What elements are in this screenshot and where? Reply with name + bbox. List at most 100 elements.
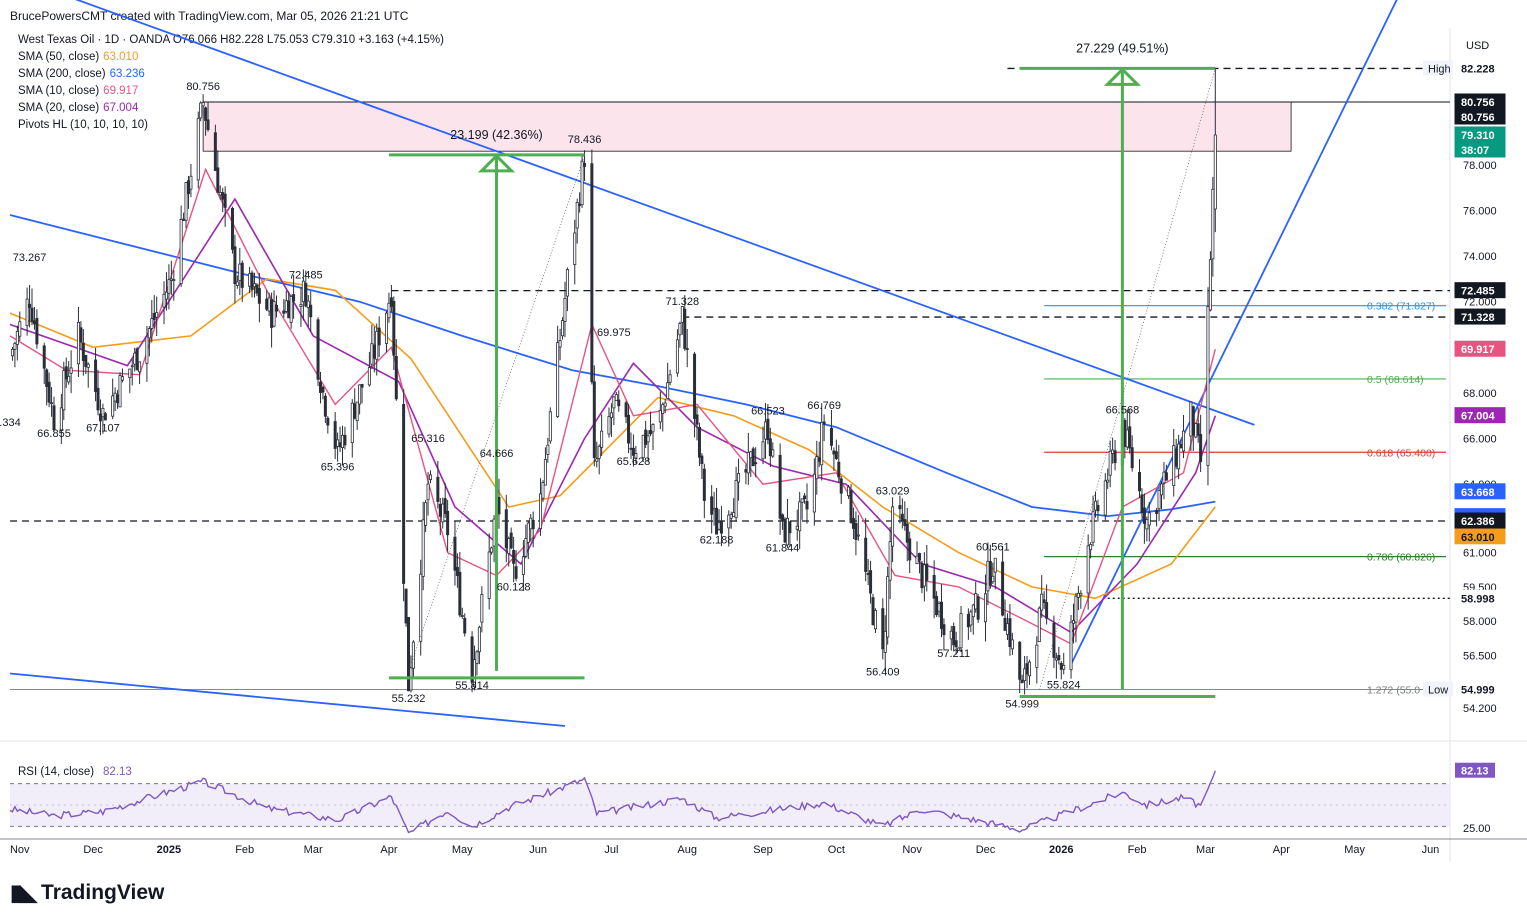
x-tick-8: Jul <box>604 844 618 856</box>
legend-sma10-value: 69.917 <box>103 85 139 97</box>
x-tick-11: Oct <box>828 844 845 856</box>
candle-down <box>458 571 462 616</box>
candle-up <box>370 343 374 365</box>
price-tag-label-9: 63.668 <box>1461 487 1495 499</box>
candle-down <box>233 246 237 285</box>
candle-down <box>1020 679 1024 684</box>
candle-up <box>169 278 173 281</box>
candle-up <box>1054 657 1058 661</box>
candle-up <box>69 367 73 374</box>
candle-up <box>1071 620 1075 624</box>
candle-down <box>186 180 190 195</box>
legend-pivots[interactable]: Pivots HL (10, 10, 10, 10) <box>18 119 148 131</box>
candle-down <box>954 640 958 648</box>
candle-up <box>13 343 17 350</box>
candle-down <box>436 476 440 502</box>
y-tick-11: 76.000 <box>1463 205 1497 217</box>
candle-down <box>30 307 34 322</box>
candle-up <box>118 375 122 408</box>
candle-down <box>394 355 398 400</box>
legend-sma200[interactable]: SMA (200, close) 63.236 <box>18 68 145 80</box>
candle-up <box>717 522 721 530</box>
candle-down <box>1142 507 1146 524</box>
pivot-label-7: 55.232 <box>392 693 426 705</box>
candle-up <box>248 273 252 287</box>
candle-down <box>1196 423 1200 436</box>
candle-down <box>360 383 364 388</box>
candle-down <box>230 207 234 250</box>
candle-up <box>1069 621 1073 671</box>
sma50-line <box>9 278 1216 600</box>
candle-down <box>509 532 513 549</box>
candle-up <box>1182 430 1186 452</box>
candle-down <box>343 434 347 446</box>
candle-up <box>477 626 481 653</box>
pivot-label-12: 78.436 <box>568 134 602 146</box>
legend-sma10[interactable]: SMA (10, close) 69.917 <box>18 85 138 97</box>
x-tick-12: Nov <box>902 844 922 856</box>
resistance-zone <box>202 101 1292 152</box>
candle-down <box>697 426 701 458</box>
candle-up <box>761 441 765 460</box>
candle-up <box>189 175 193 190</box>
tradingview-logo-icon: ▮◣ <box>10 880 37 905</box>
price-tag-label-8: 67.004 <box>1461 411 1496 423</box>
candle-down <box>1025 663 1029 675</box>
price-tag-6 <box>1454 308 1506 325</box>
rsi-axis-label: 25.00 <box>1463 823 1491 835</box>
candle-down <box>1174 448 1178 467</box>
x-tick-5: Apr <box>380 844 397 856</box>
candle-up <box>1194 423 1198 438</box>
tradingview-brand[interactable]: ▮◣ TradingView <box>10 880 164 906</box>
candle-up <box>1189 401 1193 437</box>
candle-up <box>561 320 565 337</box>
trendline-2 <box>1070 0 1398 665</box>
price-tag-label-13: 58.998 <box>1461 593 1495 605</box>
candle-up <box>609 412 613 419</box>
price-tag-note-14: Low <box>1428 685 1448 697</box>
candle-down <box>257 287 261 304</box>
candle-up <box>651 424 655 433</box>
candle-down <box>871 597 875 625</box>
legend-sma20-value: 67.004 <box>103 102 139 114</box>
candle-down <box>1123 419 1127 447</box>
legend-sma50[interactable]: SMA (50, close) 63.010 <box>18 51 138 63</box>
pivot-label-15: 71.328 <box>665 296 699 308</box>
x-tick-4: Mar <box>304 844 323 856</box>
pivot-label-21: 56.409 <box>866 666 900 678</box>
y-tick-2: 56.500 <box>1463 650 1497 662</box>
candle-down <box>578 203 582 206</box>
price-tag-5 <box>1454 282 1506 299</box>
candle-down <box>685 348 689 350</box>
candle-down <box>504 509 508 549</box>
x-tick-1: Dec <box>83 844 103 856</box>
candle-down <box>463 617 467 634</box>
pivot-label-3: 67.107 <box>86 422 120 434</box>
candle-up <box>1206 306 1210 466</box>
price-tag-label-4: 38:07 <box>1461 145 1489 157</box>
legend-sma20[interactable]: SMA (20, close) 67.004 <box>18 102 138 114</box>
candle-down <box>287 300 291 319</box>
candle-down <box>803 495 807 500</box>
candle-up <box>634 453 638 459</box>
candle-down <box>453 536 457 571</box>
candle-up <box>661 404 665 414</box>
symbol-legend[interactable]: West Texas Oil · 1D · OANDA O76.066 H82.… <box>18 34 444 46</box>
candle-down <box>942 624 946 636</box>
candle-up <box>1208 259 1212 311</box>
candle-down <box>695 414 699 425</box>
candle-up <box>558 340 562 348</box>
candle-up <box>492 518 496 547</box>
y-tick-0: 54.200 <box>1463 703 1497 715</box>
candle-up <box>983 593 987 623</box>
candle-down <box>32 320 36 325</box>
rsi-value-tag-label: 82.13 <box>1461 766 1489 778</box>
x-tick-7: Jun <box>529 844 547 856</box>
pivot-label-26: 66.568 <box>1106 405 1140 417</box>
candle-down <box>1155 509 1159 514</box>
candle-down <box>629 447 633 450</box>
candle-up <box>424 502 428 526</box>
y-tick-9: 72.000 <box>1463 297 1497 309</box>
candle-up <box>969 611 973 626</box>
